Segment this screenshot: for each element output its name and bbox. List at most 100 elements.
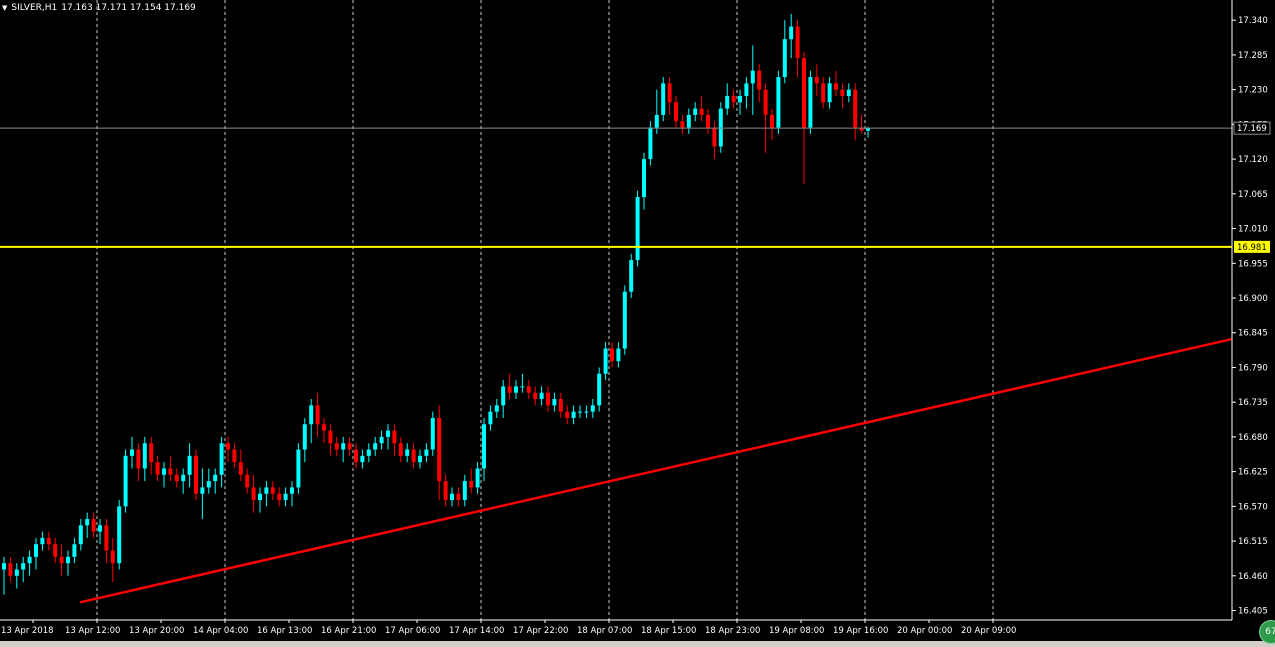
candle (622, 285, 627, 355)
candle (776, 70, 781, 134)
candle-body (622, 291, 627, 349)
candle-body (354, 449, 358, 463)
time-tick-label: 16 Apr 21:00 (321, 626, 376, 636)
candle (206, 468, 211, 494)
candle-body (539, 392, 544, 400)
candle-body (283, 493, 288, 501)
trend-line[interactable] (79, 337, 1233, 604)
candle (149, 436, 154, 475)
candle-body (571, 411, 576, 418)
price-tick-label: 16.515 (1238, 537, 1268, 547)
candle (635, 190, 640, 267)
candle-body (456, 493, 461, 501)
candle (469, 468, 474, 494)
candle-body (341, 443, 346, 450)
candle (334, 436, 339, 456)
connection-badge[interactable]: 67 (1259, 620, 1275, 644)
candle (66, 550, 70, 576)
candle (142, 436, 147, 482)
candle (789, 13, 794, 59)
candle (462, 474, 467, 507)
candle-body (802, 58, 806, 128)
candle-body (469, 481, 474, 488)
candle (437, 405, 442, 501)
candle-body (718, 108, 723, 147)
candle-body (725, 95, 730, 109)
candle (277, 487, 282, 507)
candle (46, 531, 51, 551)
price-tick-label: 16.570 (1238, 502, 1268, 512)
candle (40, 531, 45, 551)
candle (136, 443, 141, 482)
price-tick-label: 16.460 (1238, 572, 1268, 582)
candle-body (85, 518, 90, 526)
candle (8, 556, 13, 583)
candle (642, 152, 646, 210)
time-tick-label: 19 Apr 08:00 (769, 626, 824, 636)
candle (526, 380, 531, 400)
candle (821, 77, 826, 109)
candle (712, 121, 717, 160)
candle-body (168, 468, 173, 475)
candle-body (72, 544, 77, 557)
time-tick-label: 18 Apr 23:00 (705, 626, 760, 636)
candle (379, 430, 384, 450)
candle (558, 392, 563, 418)
candle (814, 64, 819, 96)
candle (757, 64, 762, 103)
candle-body (411, 449, 416, 463)
candle (168, 455, 173, 482)
candle-body (501, 386, 506, 406)
candle-body (629, 260, 634, 292)
candle-body (616, 348, 621, 362)
candle (533, 386, 538, 406)
candle-body (373, 443, 378, 450)
candle (610, 342, 614, 368)
time-tick-label: 19 Apr 16:00 (833, 626, 888, 636)
candle-body (123, 455, 128, 507)
candle (110, 537, 115, 583)
candle (392, 424, 397, 456)
candle (520, 373, 525, 393)
axes: 17.34017.28517.23017.17517.12017.06517.0… (0, 0, 1271, 636)
candle-body (251, 487, 256, 501)
candle-body (648, 127, 653, 160)
candle-body (597, 373, 602, 406)
candle-body (674, 102, 678, 122)
candle-body (91, 518, 96, 532)
candle (123, 449, 128, 513)
candle (782, 20, 787, 84)
menu-triangle-icon[interactable]: ▼ (2, 4, 8, 12)
candle (360, 449, 365, 469)
candle-body (21, 563, 26, 570)
time-tick-label: 13 Apr 20:00 (129, 626, 184, 636)
price-tick-label: 17.340 (1238, 16, 1268, 26)
candle (59, 544, 64, 576)
candle-body (315, 405, 320, 425)
candle-body (840, 89, 845, 96)
candle (34, 537, 38, 570)
candle-body (866, 128, 870, 131)
time-tick-label: 16 Apr 13:00 (257, 626, 312, 636)
candle-body (302, 424, 307, 450)
candle (21, 556, 26, 583)
candle (718, 102, 723, 153)
candle (603, 342, 608, 381)
candle-body (546, 392, 550, 406)
candle (738, 89, 742, 115)
candle-body (264, 487, 269, 494)
candle-body (776, 77, 781, 128)
candle-series (2, 13, 870, 595)
candle (354, 443, 358, 469)
candle-body (680, 121, 685, 128)
candle (104, 518, 109, 564)
candle-body (59, 556, 64, 564)
candle (475, 462, 480, 494)
level-price-box (1234, 240, 1270, 253)
candle (14, 563, 19, 589)
candle (731, 89, 736, 109)
candle (373, 436, 378, 456)
bid-price-label: 17.169 (1237, 124, 1267, 134)
